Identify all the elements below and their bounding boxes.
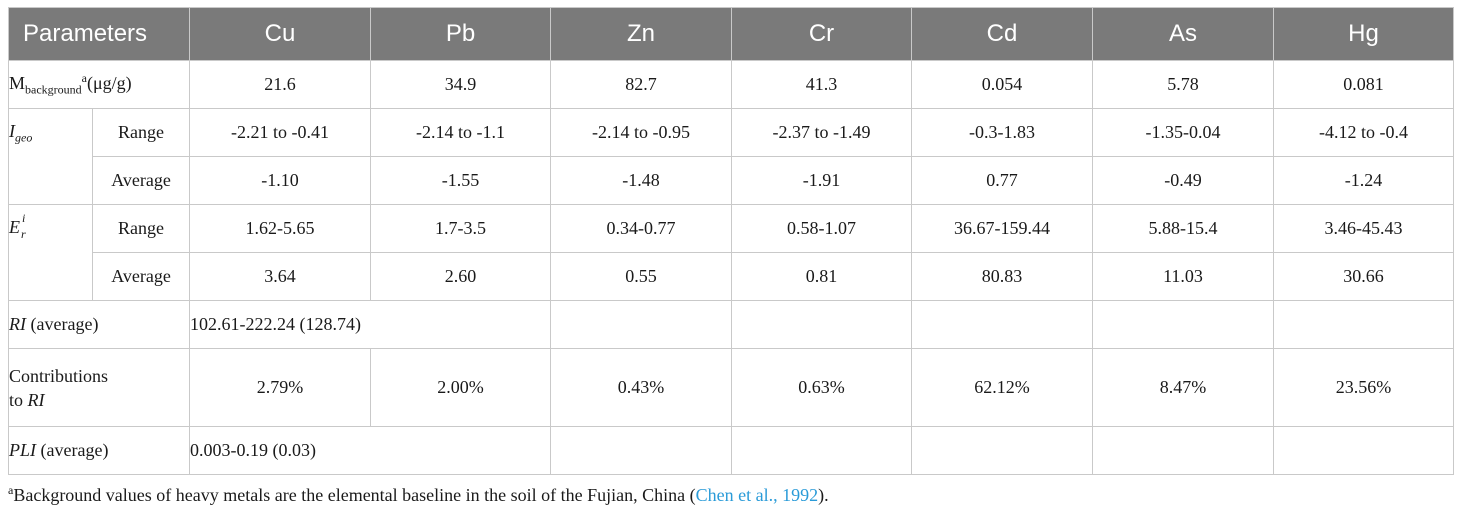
table-footnote: aBackground values of heavy metals are t… <box>8 483 829 505</box>
row-pli: PLI (average) 0.003-0.19 (0.03) <box>8 426 1454 475</box>
table-cell: 0.34-0.77 <box>550 204 732 253</box>
table-cell: -1.91 <box>731 156 912 205</box>
table-cell <box>731 300 912 349</box>
table-cell: 0.43% <box>550 348 732 427</box>
table-cell: -4.12 to -0.4 <box>1273 108 1454 157</box>
header-parameters: Parameters <box>8 7 190 61</box>
table-cell: 41.3 <box>731 60 912 109</box>
header-cu: Cu <box>189 7 371 61</box>
table-cell: 2.79% <box>189 348 371 427</box>
table-cell: 5.78 <box>1092 60 1274 109</box>
table-cell: -2.14 to -0.95 <box>550 108 732 157</box>
table-cell: -1.35-0.04 <box>1092 108 1274 157</box>
table-cell: -1.10 <box>189 156 371 205</box>
label-contributions: Contributions to RI <box>8 348 190 427</box>
header-zn: Zn <box>550 7 732 61</box>
table-cell: 0.77 <box>911 156 1093 205</box>
table-cell: -0.3-1.83 <box>911 108 1093 157</box>
table-cell: 0.054 <box>911 60 1093 109</box>
header-cd: Cd <box>911 7 1093 61</box>
table-cell: 0.58-1.07 <box>731 204 912 253</box>
table-cell: -1.24 <box>1273 156 1454 205</box>
table-cell <box>731 426 912 475</box>
table-cell: 5.88-15.4 <box>1092 204 1274 253</box>
ri-value: 102.61-222.24 (128.74) <box>189 300 551 349</box>
table-cell <box>1092 300 1274 349</box>
table-cell: -2.21 to -0.41 <box>189 108 371 157</box>
header-cr: Cr <box>731 7 912 61</box>
row-contributions: Contributions to RI 2.79% 2.00% 0.43% 0.6… <box>8 348 1454 427</box>
header-row: Parameters Cu Pb Zn Cr Cd As Hg <box>8 7 1454 61</box>
header-hg: Hg <box>1273 7 1454 61</box>
label-igeo: Igeo <box>8 108 93 205</box>
table-cell: 23.56% <box>1273 348 1454 427</box>
table-cell: 21.6 <box>189 60 371 109</box>
table-cell: 11.03 <box>1092 252 1274 301</box>
label-pli: PLI (average) <box>8 426 190 475</box>
label-igeo-range: Range <box>92 108 190 157</box>
table-cell: 0.081 <box>1273 60 1454 109</box>
table-cell: -1.55 <box>370 156 551 205</box>
label-eri-range: Range <box>92 204 190 253</box>
table-cell: 62.12% <box>911 348 1093 427</box>
label-mbackground: Mbackgrounda(μg/g) <box>8 60 190 109</box>
table-cell <box>911 300 1093 349</box>
row-mbackground: Mbackgrounda(μg/g) 21.6 34.9 82.7 41.3 0… <box>8 60 1454 109</box>
table-cell: 2.60 <box>370 252 551 301</box>
table-cell: 80.83 <box>911 252 1093 301</box>
table-cell: -2.37 to -1.49 <box>731 108 912 157</box>
row-igeo-average: Average -1.10 -1.55 -1.48 -1.91 0.77 -0.… <box>9 156 1454 205</box>
table-cell: 8.47% <box>1092 348 1274 427</box>
table-cell: 0.81 <box>731 252 912 301</box>
table-cell: 36.67-159.44 <box>911 204 1093 253</box>
header-pb: Pb <box>370 7 551 61</box>
table-cell: 0.55 <box>550 252 732 301</box>
header-as: As <box>1092 7 1274 61</box>
row-eri-average: Average 3.64 2.60 0.55 0.81 80.83 11.03 … <box>9 252 1454 301</box>
table-cell: -1.48 <box>550 156 732 205</box>
table-cell: 1.7-3.5 <box>370 204 551 253</box>
table-cell: -0.49 <box>1092 156 1274 205</box>
table-cell: 30.66 <box>1273 252 1454 301</box>
pli-value: 0.003-0.19 (0.03) <box>189 426 551 475</box>
row-ri: RI (average) 102.61-222.24 (128.74) <box>8 300 1454 349</box>
table-cell <box>1092 426 1274 475</box>
table-cell <box>1273 300 1454 349</box>
table-cell <box>550 426 732 475</box>
label-ri: RI (average) <box>8 300 190 349</box>
table-cell: 3.64 <box>189 252 371 301</box>
row-igeo-range: Igeo Range -2.21 to -0.41 -2.14 to -1.1 … <box>8 108 1454 205</box>
data-table: Parameters Cu Pb Zn Cr Cd As Hg Mbackgro… <box>8 7 1454 475</box>
label-igeo-average: Average <box>92 156 190 205</box>
table-cell: 3.46-45.43 <box>1273 204 1454 253</box>
table-cell <box>911 426 1093 475</box>
table-cell: 2.00% <box>370 348 551 427</box>
table-cell: 82.7 <box>550 60 732 109</box>
table-cell: 34.9 <box>370 60 551 109</box>
label-eri-average: Average <box>92 252 190 301</box>
citation-link[interactable]: Chen et al., 1992 <box>695 485 819 505</box>
table-cell: 1.62-5.65 <box>189 204 371 253</box>
table-cell: 0.63% <box>731 348 912 427</box>
table-cell: -2.14 to -1.1 <box>370 108 551 157</box>
table-cell <box>1273 426 1454 475</box>
table-cell <box>550 300 732 349</box>
